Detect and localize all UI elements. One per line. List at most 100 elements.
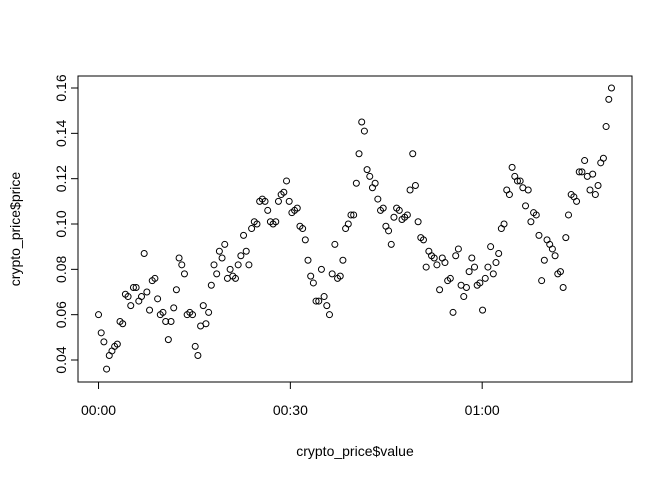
point bbox=[573, 197, 581, 205]
point bbox=[409, 150, 417, 158]
point bbox=[124, 293, 132, 301]
point bbox=[495, 249, 503, 257]
point bbox=[454, 245, 462, 253]
point bbox=[524, 186, 532, 194]
point bbox=[315, 297, 323, 305]
point bbox=[248, 225, 256, 233]
point bbox=[379, 204, 387, 212]
point bbox=[484, 263, 492, 271]
point bbox=[406, 186, 414, 194]
point bbox=[264, 206, 272, 214]
x-tick-label: 00:00 bbox=[81, 402, 116, 418]
point bbox=[449, 308, 457, 316]
y-tick-label: 0.10 bbox=[53, 210, 69, 237]
point bbox=[175, 254, 183, 262]
point bbox=[218, 254, 226, 262]
point bbox=[452, 252, 460, 260]
y-tick-label: 0.08 bbox=[53, 256, 69, 283]
point bbox=[317, 265, 325, 273]
point bbox=[339, 256, 347, 264]
y-tick-label: 0.14 bbox=[53, 120, 69, 147]
point bbox=[180, 270, 188, 278]
point bbox=[189, 311, 197, 319]
point bbox=[363, 166, 371, 174]
point bbox=[465, 268, 473, 276]
point bbox=[350, 211, 358, 219]
point bbox=[237, 252, 245, 260]
point bbox=[411, 181, 419, 189]
point bbox=[591, 191, 599, 199]
point bbox=[293, 204, 301, 212]
point bbox=[127, 302, 135, 310]
point bbox=[170, 304, 178, 312]
point bbox=[436, 286, 444, 294]
point bbox=[299, 225, 307, 233]
point bbox=[325, 311, 333, 319]
point bbox=[301, 236, 309, 244]
point bbox=[551, 252, 559, 260]
point bbox=[320, 293, 328, 301]
point bbox=[202, 320, 210, 328]
point bbox=[261, 197, 269, 205]
point bbox=[151, 274, 159, 282]
y-tick-label: 0.16 bbox=[53, 74, 69, 101]
point bbox=[565, 211, 573, 219]
point bbox=[505, 191, 513, 199]
point bbox=[245, 261, 253, 269]
point bbox=[140, 249, 148, 257]
point bbox=[358, 118, 366, 126]
point bbox=[481, 274, 489, 282]
point bbox=[513, 177, 521, 185]
point bbox=[487, 243, 495, 251]
y-axis-title: crypto_price$price bbox=[7, 172, 23, 287]
point bbox=[283, 177, 291, 185]
point bbox=[159, 308, 167, 316]
point bbox=[430, 254, 438, 262]
point bbox=[589, 170, 597, 178]
point bbox=[328, 270, 336, 278]
point bbox=[113, 340, 121, 348]
point bbox=[253, 220, 261, 228]
point bbox=[489, 270, 497, 278]
point bbox=[607, 84, 615, 92]
point bbox=[162, 317, 170, 325]
point bbox=[323, 302, 331, 310]
point bbox=[414, 218, 422, 226]
point bbox=[285, 197, 293, 205]
point bbox=[274, 197, 282, 205]
point bbox=[594, 181, 602, 189]
point bbox=[500, 220, 508, 228]
point bbox=[446, 274, 454, 282]
point bbox=[210, 261, 218, 269]
point bbox=[272, 218, 280, 226]
point bbox=[538, 277, 546, 285]
point bbox=[360, 127, 368, 135]
point bbox=[119, 320, 127, 328]
point bbox=[207, 281, 215, 289]
x-tick-label: 01:00 bbox=[465, 402, 500, 418]
point bbox=[559, 283, 567, 291]
point bbox=[280, 188, 288, 196]
point bbox=[240, 231, 248, 239]
y-tick-label: 0.12 bbox=[53, 165, 69, 192]
point bbox=[344, 220, 352, 228]
point bbox=[103, 365, 111, 373]
point bbox=[441, 259, 449, 267]
point bbox=[374, 195, 382, 203]
point bbox=[605, 95, 613, 103]
point bbox=[231, 274, 239, 282]
point bbox=[575, 168, 583, 176]
point bbox=[527, 218, 535, 226]
point bbox=[355, 150, 363, 158]
point bbox=[205, 308, 213, 316]
point bbox=[312, 297, 320, 305]
point bbox=[199, 302, 207, 310]
point bbox=[508, 163, 516, 171]
point bbox=[460, 293, 468, 301]
point bbox=[97, 329, 105, 337]
point bbox=[602, 123, 610, 131]
point bbox=[540, 256, 548, 264]
point bbox=[307, 272, 315, 280]
point bbox=[95, 311, 103, 319]
point bbox=[172, 286, 180, 294]
